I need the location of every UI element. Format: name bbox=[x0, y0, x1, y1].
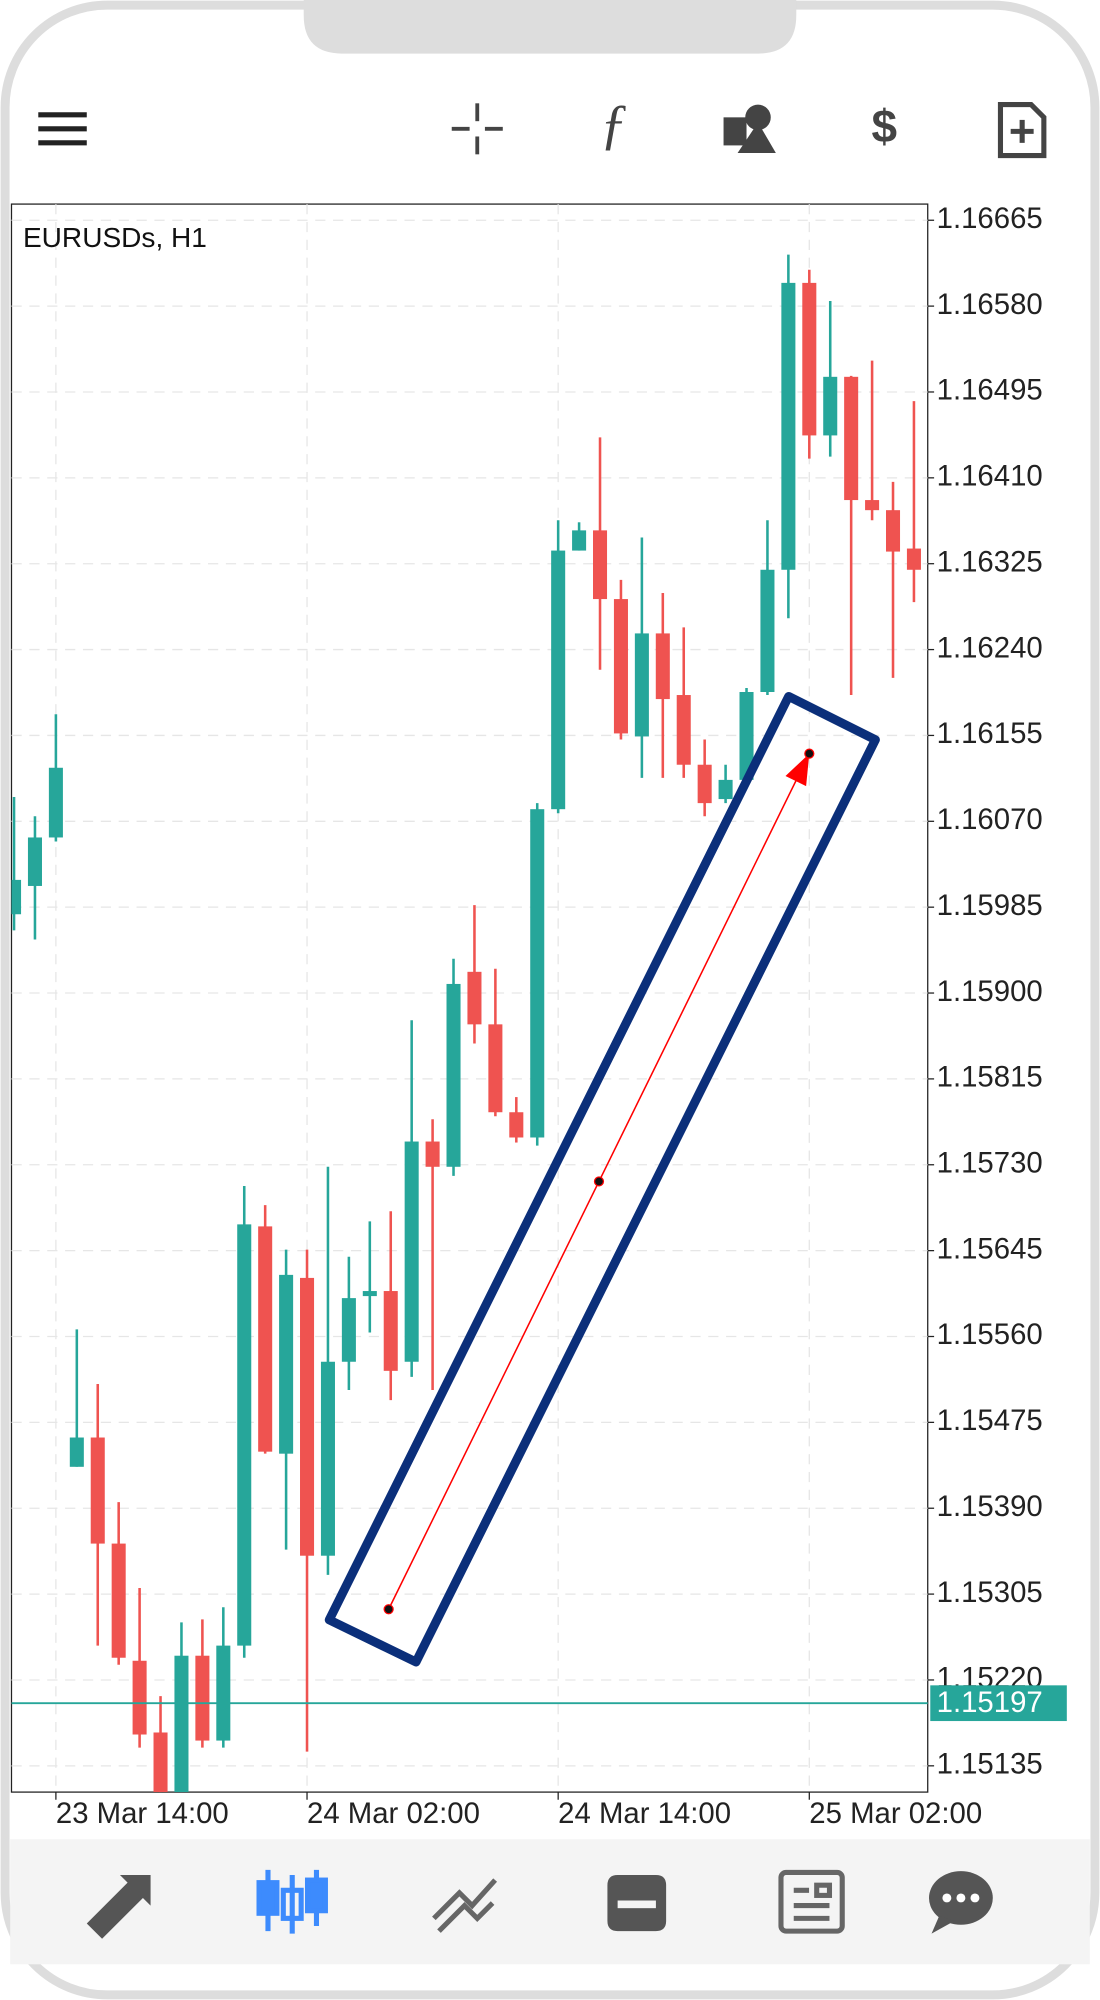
y-tick-label: 1.15305 bbox=[937, 1576, 1043, 1609]
candle-body bbox=[655, 633, 670, 700]
candle-body bbox=[802, 282, 817, 436]
chart-tab[interactable] bbox=[256, 1869, 328, 1934]
candle-body bbox=[216, 1645, 231, 1741]
news-tab[interactable] bbox=[778, 1869, 845, 1934]
candle-body bbox=[446, 983, 461, 1167]
y-tick-label: 1.16155 bbox=[937, 717, 1043, 750]
y-tick-label: 1.15815 bbox=[937, 1061, 1043, 1094]
y-tick-label: 1.16665 bbox=[937, 202, 1043, 235]
trendline-handle bbox=[804, 748, 815, 759]
candle-body bbox=[90, 1437, 105, 1544]
candle-body bbox=[844, 376, 859, 501]
candle-body bbox=[572, 530, 587, 551]
crosshair-button[interactable] bbox=[451, 103, 503, 155]
x-tick-label: 24 Mar 02:00 bbox=[307, 1797, 480, 1830]
bottom-nav bbox=[10, 1839, 1090, 1965]
menu-button[interactable] bbox=[38, 112, 87, 146]
y-tick-label: 1.16325 bbox=[937, 545, 1043, 578]
candle-body bbox=[279, 1274, 294, 1454]
candle-body bbox=[48, 767, 63, 838]
candle-body bbox=[530, 809, 545, 1138]
candle-body bbox=[425, 1141, 440, 1167]
candle-body bbox=[362, 1291, 377, 1297]
y-tick-label: 1.16495 bbox=[937, 374, 1043, 407]
candle-body bbox=[509, 1112, 524, 1138]
candle-body bbox=[153, 1732, 168, 1793]
candle-body bbox=[258, 1226, 273, 1452]
symbols-button[interactable]: $ bbox=[872, 100, 898, 152]
y-tick-label: 1.15560 bbox=[937, 1318, 1043, 1351]
y-tick-label: 1.16580 bbox=[937, 288, 1043, 321]
indicators-button[interactable]: ƒ bbox=[600, 94, 628, 156]
trendline-handle bbox=[593, 1176, 605, 1187]
trendline-handle bbox=[383, 1604, 394, 1615]
x-tick-label: 23 Mar 14:00 bbox=[56, 1797, 229, 1830]
y-tick-label: 1.15900 bbox=[937, 975, 1043, 1008]
current-price-box bbox=[930, 1685, 1067, 1722]
candle-body bbox=[697, 764, 712, 804]
y-tick-label: 1.15730 bbox=[937, 1147, 1043, 1180]
trade-tab[interactable] bbox=[432, 1878, 498, 1933]
candle-body bbox=[27, 837, 42, 886]
new-order-button[interactable] bbox=[997, 102, 1047, 159]
candle-body bbox=[593, 530, 608, 600]
candle-body bbox=[69, 1437, 84, 1467]
candle-body bbox=[760, 569, 775, 693]
y-tick-label: 1.15135 bbox=[937, 1748, 1043, 1781]
x-tick-label: 25 Mar 02:00 bbox=[809, 1797, 982, 1830]
candle-body bbox=[111, 1543, 126, 1658]
y-tick-label: 1.15475 bbox=[937, 1404, 1043, 1437]
candle-body bbox=[781, 282, 796, 570]
candle-body bbox=[383, 1291, 398, 1371]
x-tick-label: 24 Mar 14:00 bbox=[558, 1797, 731, 1830]
candle-body bbox=[634, 633, 649, 737]
candle-body bbox=[300, 1277, 315, 1556]
candle-body bbox=[195, 1655, 210, 1741]
candle-body bbox=[237, 1224, 252, 1646]
y-tick-label: 1.15390 bbox=[937, 1490, 1043, 1523]
quotes-tab[interactable] bbox=[86, 1875, 151, 1939]
candle-body bbox=[676, 695, 691, 765]
candle-body bbox=[885, 510, 901, 552]
y-tick-label: 1.15985 bbox=[937, 889, 1043, 922]
candle-body bbox=[906, 548, 921, 570]
y-tick-label: 1.15645 bbox=[937, 1232, 1043, 1265]
history-tab[interactable] bbox=[607, 1875, 667, 1932]
current-price-label: 1.15197 bbox=[937, 1686, 1043, 1719]
highlight-frame bbox=[324, 691, 880, 1667]
notch bbox=[303, 0, 797, 54]
candle-body bbox=[613, 599, 628, 734]
candle-body bbox=[718, 779, 733, 800]
candle-body bbox=[739, 692, 754, 780]
y-tick-label: 1.16070 bbox=[937, 803, 1043, 836]
chart-title: EURUSDs, H1 bbox=[23, 222, 207, 253]
candle-body bbox=[551, 550, 566, 810]
y-tick-label: 1.16410 bbox=[937, 460, 1043, 493]
y-tick-label: 1.16240 bbox=[937, 631, 1043, 664]
candle-body bbox=[341, 1298, 356, 1362]
candle-body bbox=[823, 376, 838, 436]
objects-button[interactable] bbox=[723, 104, 776, 154]
candle-body bbox=[467, 971, 482, 1025]
candle-body bbox=[865, 500, 880, 511]
candle-body bbox=[320, 1361, 335, 1556]
candle-body bbox=[488, 1024, 503, 1113]
candle-body bbox=[132, 1660, 147, 1735]
candle-body bbox=[11, 879, 22, 915]
candle-body bbox=[174, 1655, 189, 1793]
trendline-arrowhead bbox=[785, 753, 810, 787]
candle-body bbox=[404, 1141, 419, 1362]
